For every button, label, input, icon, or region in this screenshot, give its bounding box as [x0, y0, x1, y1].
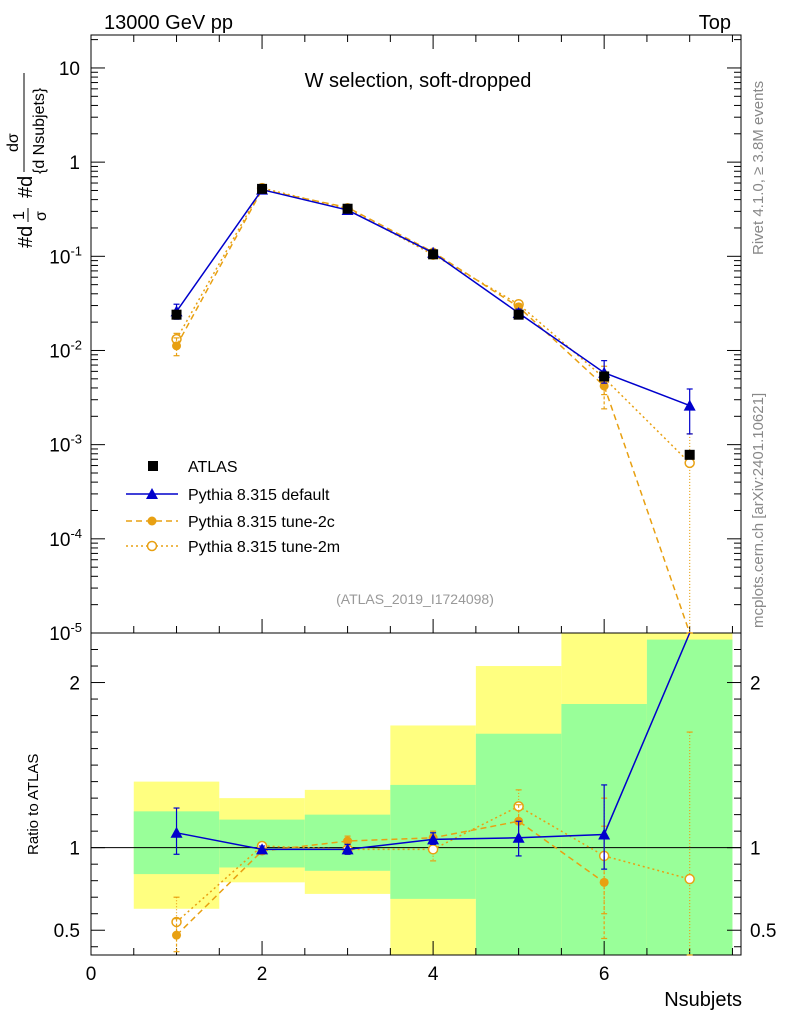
ylabel-sigma: σ [33, 211, 50, 221]
header-topic-label: Top [699, 12, 731, 34]
ratio-point [427, 833, 440, 845]
main-y-tick-label: 1 [69, 153, 80, 174]
ratio-y-tick-label: 2 [69, 674, 80, 695]
band-green-6 [646, 639, 733, 955]
main-line-1 [175, 188, 690, 407]
main-y-tick-label: 10 [59, 59, 80, 80]
ratio-y-tick-label-right: 0.5 [750, 921, 776, 942]
ratio-panel-frame [90, 632, 742, 956]
atlas-data-point [684, 449, 695, 460]
legend-marker-tune2m [146, 540, 158, 552]
legend-label-atlas: ATLAS [188, 459, 238, 476]
ratio-point [343, 836, 353, 846]
ylabel-denominator: {d Nsubjets} [31, 87, 48, 174]
ratio-series-group [170, 632, 695, 956]
atlas-data-point [428, 249, 439, 260]
legend-label-tune2m: Pythia 8.315 tune-2m [188, 539, 340, 556]
legend-marker-default [146, 488, 158, 499]
x-axis-label: Nsubjets [664, 989, 742, 1011]
ylabel-prefix: #d [15, 226, 37, 248]
x-tick-label: 6 [599, 964, 610, 985]
ratio-point [256, 843, 269, 855]
ratio-y-tick-label-right: 1 [750, 839, 761, 860]
atlas-data-point [599, 371, 610, 382]
analysis-id-label: (ATLAS_2019_I1724098) [336, 591, 494, 607]
ylabel-dsigma: dσ [5, 133, 22, 152]
atlas-data-point [171, 309, 182, 320]
main-y-axis-label: #d 1 σ #d dσ {d Nsubjets} [5, 73, 50, 248]
ratio-point [598, 828, 611, 840]
atlas-data-point [513, 309, 524, 320]
ratio-y-axis: 0.5 0.5 1 1 2 2 [54, 649, 776, 948]
ratio-y-tick-label: 1 [69, 839, 80, 860]
main-point [172, 341, 182, 351]
main-series-group [170, 182, 696, 634]
plot-title: W selection, soft-dropped [305, 70, 532, 92]
x-tick-label: 2 [257, 964, 268, 985]
x-tick-label: 4 [428, 964, 439, 985]
ratio-point [341, 843, 354, 855]
ratio-y-tick-label-right: 2 [750, 674, 761, 695]
main-y-tick-label: 10-3 [49, 432, 82, 457]
main-y-tick-label: 10-4 [49, 526, 82, 551]
main-y-tick-label: 10-2 [49, 337, 82, 362]
mcplots-label: mcplots.cern.ch [arXiv:2401.10621] [750, 393, 767, 628]
main-line-3 [175, 187, 691, 464]
legend-marker-tune2c [147, 516, 157, 526]
legend-marker-atlas [148, 461, 158, 471]
ratio-point [172, 930, 182, 940]
ratio-point [170, 826, 183, 838]
legend: ATLAS Pythia 8.315 default Pythia 8.315 … [126, 459, 340, 556]
main-y-tick-label: 10-5 [49, 620, 82, 645]
x-tick-label: 0 [86, 964, 97, 985]
x-axis: 0 2 4 6 [86, 35, 733, 985]
ratio-point [684, 873, 695, 885]
ylabel-mid: #d [15, 176, 37, 198]
ylabel-one: 1 [11, 211, 28, 220]
ratio-point [599, 877, 609, 887]
uncertainty-bands [91, 633, 741, 955]
ratio-point [512, 831, 525, 843]
ratio-y-axis-label: Ratio to ATLAS [25, 754, 42, 855]
ratio-point [427, 844, 439, 855]
ratio-line-1 [176, 820, 605, 936]
main-y-tick-label: 10-1 [49, 243, 82, 268]
legend-label-default: Pythia 8.315 default [188, 487, 330, 504]
header-energy-label: 13000 GeV pp [104, 12, 233, 34]
rivet-version-label: Rivet 4.1.0, ≥ 3.8M events [750, 81, 767, 255]
main-point [683, 399, 696, 411]
ratio-y-tick-label: 0.5 [54, 921, 80, 942]
main-y-axis: 10-5 10-4 10-3 10-2 10-1 1 10 [49, 39, 741, 645]
legend-label-tune2c: Pythia 8.315 tune-2c [188, 514, 335, 531]
atlas-data-point [257, 183, 268, 194]
atlas-data-point [342, 203, 353, 214]
